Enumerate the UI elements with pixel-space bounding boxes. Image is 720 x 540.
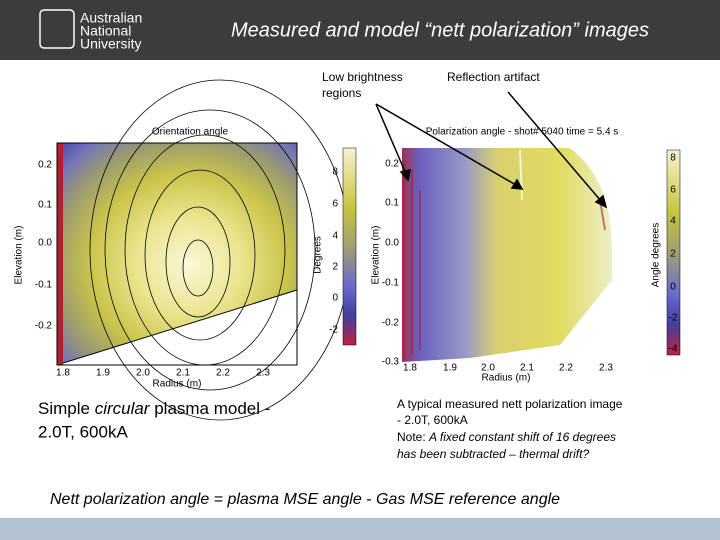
colorbar	[342, 147, 357, 346]
note-text: has been subtracted – thermal drift?	[397, 447, 589, 461]
formula: Nett polarization angle = plasma MSE ang…	[50, 491, 560, 508]
plot-title: Orientation angle	[152, 127, 229, 138]
caption: Simple circular plasma model -	[38, 399, 270, 418]
heatmap-edge	[57, 143, 63, 365]
header-bar	[0, 0, 720, 60]
colorbar-tick: 4	[670, 216, 676, 227]
caption: - 2.0T, 600kA	[397, 413, 468, 427]
reflection-streak	[519, 149, 523, 201]
colorbar-label: Angle degrees	[651, 223, 662, 288]
colorbar-label: Degrees	[313, 236, 324, 274]
x-tick-label: 2.3	[599, 363, 613, 374]
colorbar-tick: 0	[332, 293, 338, 304]
colorbar-tick: -2	[329, 325, 338, 336]
x-tick-label: 1.9	[443, 363, 457, 374]
note-text: A fixed constant shift of 16 degrees	[428, 430, 616, 444]
noise	[403, 160, 606, 360]
x-tick-label: 2.3	[256, 368, 270, 379]
logo-text: University	[80, 36, 141, 52]
title: Measured and model “nett polarization” i…	[231, 19, 649, 41]
logo-text: National	[80, 23, 131, 39]
annotation: Low brightness	[322, 70, 403, 84]
y-tick-label: 0.2	[38, 160, 52, 171]
y-axis-label: Elevation (m)	[14, 226, 25, 285]
caption-part: plasma model -	[149, 399, 270, 418]
logo-crest	[39, 9, 75, 49]
caption-part: Simple	[38, 399, 95, 418]
colorbar-tick: 4	[332, 231, 338, 242]
y-axis-label: Elevation (m)	[371, 226, 382, 285]
colorbar-tick: 2	[332, 262, 338, 273]
colorbar	[666, 149, 681, 356]
x-tick-label: 2.0	[136, 368, 150, 379]
colorbar-tick: 6	[332, 199, 338, 210]
x-tick-label: 1.8	[403, 363, 417, 374]
note-prefix: Note:	[397, 430, 429, 444]
colorbar-tick: 0	[670, 282, 676, 293]
caption: A typical measured nett polarization ima…	[397, 397, 623, 411]
x-axis-label: Radius (m)	[153, 379, 202, 390]
heatmap	[402, 148, 612, 362]
colorbar-tick: -2	[669, 313, 678, 324]
y-tick-label: -0.3	[382, 357, 400, 368]
x-tick-label: 2.2	[216, 368, 230, 379]
colorbar-tick: 8	[332, 167, 338, 178]
y-tick-label: 0.2	[385, 159, 399, 170]
footer-bar	[0, 518, 720, 540]
x-tick-label: 2.1	[176, 368, 190, 379]
y-tick-label: 0.1	[38, 200, 52, 211]
x-tick-label: 2.1	[520, 363, 534, 374]
plot-title: Polarization angle - shot# 5040 time = 5…	[426, 127, 619, 138]
y-tick-label: -0.1	[382, 278, 400, 289]
x-tick-label: 1.9	[96, 368, 110, 379]
plot-frame	[56, 142, 298, 366]
caption: 2.0T, 600kA	[38, 422, 128, 441]
colorbar-tick: 2	[670, 249, 676, 260]
note: Note: A fixed constant shift of 16 degre…	[397, 430, 616, 444]
x-tick-label: 2.2	[559, 363, 573, 374]
x-axis-label: Radius (m)	[482, 373, 531, 384]
x-tick-label: 2.0	[481, 363, 495, 374]
y-tick-label: -0.1	[35, 280, 53, 291]
colorbar-tick: 6	[670, 185, 676, 196]
arrows	[375, 91, 608, 209]
y-tick-label: 0.0	[38, 238, 52, 249]
colorbar-tick: 8	[670, 153, 676, 164]
x-tick-label: 1.8	[56, 368, 70, 379]
y-tick-label: 0.1	[385, 198, 399, 209]
annotation: regions	[322, 86, 361, 100]
y-tick-label: 0.0	[385, 238, 399, 249]
y-tick-label: -0.2	[382, 318, 400, 329]
caption-part: circular	[95, 399, 151, 418]
logo-text: Australian	[80, 10, 142, 26]
y-tick-label: -0.2	[35, 321, 53, 332]
annotation: Reflection artifact	[447, 70, 540, 84]
colorbar-tick: -4	[669, 344, 678, 355]
